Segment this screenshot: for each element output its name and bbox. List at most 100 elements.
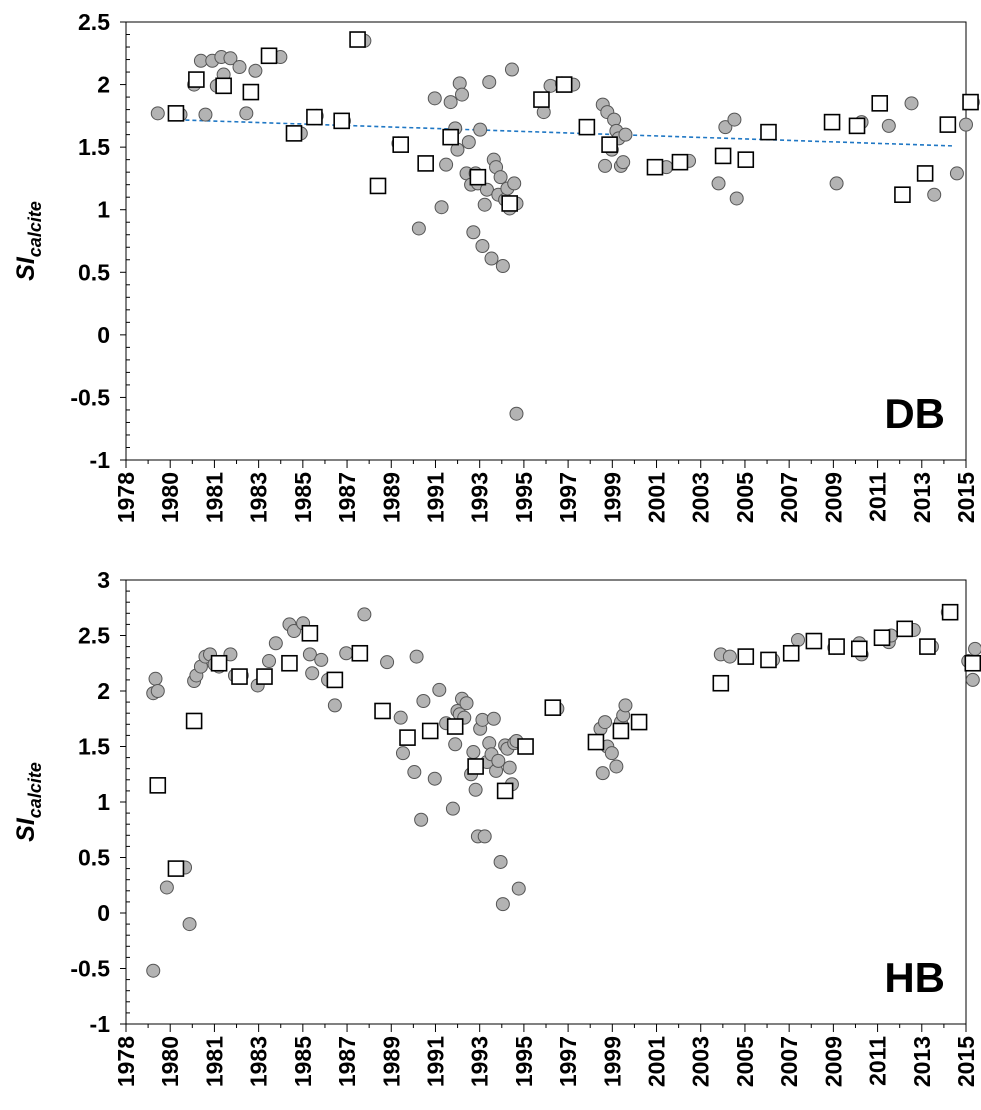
data-point-square bbox=[941, 603, 959, 621]
data-point-circle bbox=[495, 897, 510, 912]
data-point-circle bbox=[486, 711, 501, 726]
data-point-circle bbox=[434, 200, 449, 215]
data-point-square bbox=[421, 722, 439, 740]
data-point-square bbox=[185, 712, 203, 730]
data-point-square bbox=[919, 638, 936, 655]
data-point-square bbox=[231, 668, 248, 685]
data-point-circle bbox=[881, 118, 896, 133]
y-axis-label: SIcalcite bbox=[12, 201, 45, 281]
data-point-square bbox=[469, 168, 487, 186]
data-point-square bbox=[601, 136, 618, 153]
data-point-square bbox=[714, 147, 732, 165]
data-point-square bbox=[306, 108, 323, 126]
data-point-square bbox=[587, 733, 605, 751]
chart-panel-hb: -1 -0.5 0 0.5 1 1.5 2 2.5 3 1978 1980 1981 1983 1985 1… bbox=[12, 567, 981, 1087]
data-point-square bbox=[517, 738, 534, 755]
data-point-square bbox=[149, 777, 167, 794]
data-point-circle bbox=[468, 782, 483, 797]
data-point-circle bbox=[466, 745, 481, 760]
x-tick-label: 1983 bbox=[246, 1036, 272, 1087]
x-tick-label: 1997 bbox=[555, 1036, 581, 1087]
data-point-circle bbox=[443, 95, 458, 110]
x-tick-label: 1999 bbox=[599, 1036, 625, 1087]
x-tick-label: 2001 bbox=[644, 472, 670, 523]
y-tick-label: 3 bbox=[97, 567, 110, 593]
data-point-square bbox=[828, 638, 845, 655]
data-point-circle bbox=[495, 259, 510, 274]
data-point-square bbox=[896, 620, 914, 638]
y-tick-label: -0.5 bbox=[70, 384, 110, 410]
data-point-square bbox=[333, 112, 350, 130]
data-point-square bbox=[646, 158, 664, 176]
y-tick-label: 0.5 bbox=[78, 259, 110, 285]
panel-label: DB bbox=[884, 390, 945, 437]
x-tick-label: 1980 bbox=[157, 1036, 183, 1087]
x-tick-label: 2007 bbox=[776, 1036, 802, 1087]
x-tick-label: 2013 bbox=[909, 1036, 935, 1087]
data-point-square bbox=[446, 718, 464, 735]
data-point-square bbox=[260, 47, 278, 65]
data-point-circle bbox=[339, 646, 354, 661]
data-point-square bbox=[399, 729, 416, 746]
data-point-circle bbox=[618, 127, 633, 142]
data-point-square bbox=[369, 177, 387, 195]
data-point-square bbox=[544, 699, 562, 716]
data-point-square bbox=[215, 77, 232, 95]
data-point-circle bbox=[722, 649, 737, 664]
data-point-square bbox=[612, 722, 630, 740]
data-point-circle bbox=[314, 652, 329, 667]
x-tick-label: 1983 bbox=[246, 472, 272, 523]
data-point-circle bbox=[416, 693, 431, 708]
data-point-circle bbox=[427, 771, 442, 786]
data-point-circle bbox=[407, 765, 422, 780]
data-point-square bbox=[850, 640, 868, 658]
data-point-square bbox=[210, 654, 228, 672]
data-point-square bbox=[737, 648, 755, 665]
data-point-square bbox=[555, 76, 573, 93]
data-point-circle bbox=[511, 881, 526, 896]
data-point-square bbox=[167, 105, 185, 122]
data-point-circle bbox=[223, 51, 238, 66]
x-tick-label: 2009 bbox=[820, 472, 846, 523]
data-point-circle bbox=[718, 120, 733, 135]
x-tick-label: 2011 bbox=[865, 1036, 891, 1086]
data-point-square bbox=[737, 151, 755, 168]
data-point-circle bbox=[482, 75, 497, 90]
data-point-square bbox=[671, 153, 689, 171]
data-point-circle bbox=[598, 715, 613, 730]
data-point-square bbox=[873, 629, 891, 647]
data-point-circle bbox=[409, 649, 424, 664]
data-point-square bbox=[326, 671, 344, 689]
y-tick-label: 1.5 bbox=[78, 134, 110, 160]
data-point-circle bbox=[262, 654, 277, 669]
data-point-square bbox=[533, 91, 550, 108]
y-tick-label: 2 bbox=[97, 72, 110, 98]
data-point-square bbox=[242, 83, 260, 101]
data-point-circle bbox=[380, 655, 395, 670]
data-point-circle bbox=[445, 801, 460, 816]
data-point-circle bbox=[182, 917, 197, 932]
x-tick-label: 1995 bbox=[511, 1036, 537, 1087]
data-point-square bbox=[760, 651, 777, 669]
data-point-square bbox=[630, 713, 648, 731]
trend-line bbox=[171, 118, 953, 147]
data-point-circle bbox=[239, 106, 254, 121]
data-point-square bbox=[916, 165, 934, 182]
data-point-circle bbox=[604, 746, 619, 761]
data-point-circle bbox=[595, 766, 610, 781]
x-tick-label: 2003 bbox=[688, 1036, 714, 1087]
x-tick-label: 2015 bbox=[953, 1036, 979, 1087]
data-point-circle bbox=[949, 166, 964, 181]
data-point-circle bbox=[729, 191, 744, 206]
data-point-square bbox=[301, 624, 319, 642]
data-point-circle bbox=[459, 696, 474, 711]
data-point-square bbox=[256, 668, 273, 685]
x-tick-label: 1999 bbox=[599, 472, 625, 523]
x-tick-label: 2009 bbox=[820, 1036, 846, 1087]
data-point-circle bbox=[477, 197, 492, 212]
y-tick-label: 2.5 bbox=[78, 9, 110, 35]
x-tick-label: 1980 bbox=[157, 472, 183, 523]
data-point-circle bbox=[146, 963, 161, 978]
y-tick-label: 0.5 bbox=[78, 845, 110, 871]
